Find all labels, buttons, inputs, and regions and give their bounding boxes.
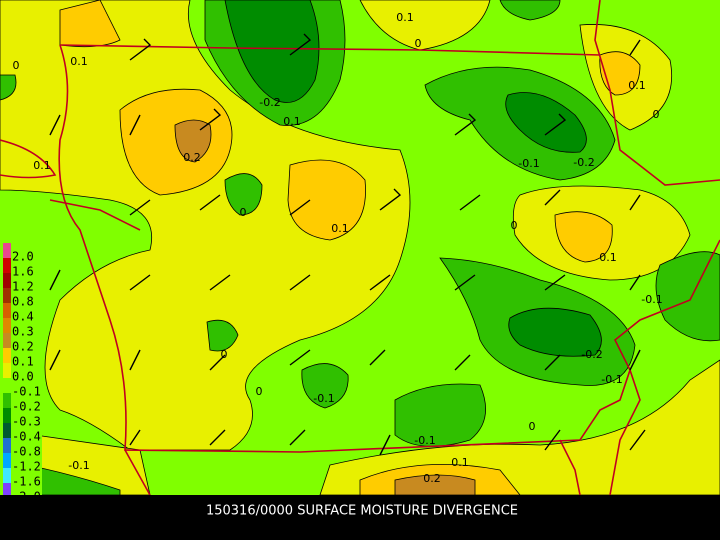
orange-regions [59,0,641,496]
legend-label: 1.6 [12,265,34,279]
legend-label: 0.2 [12,340,34,354]
legend-swatch [3,258,11,273]
contour-labels: 0.100 0.1-0.20.10.100.10.2 -0.1 -0.200.1 00.… [13,11,663,485]
legend-swatch [3,273,11,288]
contour-label: 0 [653,108,660,121]
contour-label: 0.1 [283,115,301,128]
contour-label: 0 [256,385,263,398]
legend-label: -0.3 [12,415,41,429]
legend-label: 0.4 [12,310,34,324]
legend-label: -1.2 [12,460,41,474]
contour-label: 0.1 [33,159,51,172]
contour-label: -0.2 [259,96,280,109]
legend-swatch [3,423,11,438]
legend-swatch [3,318,11,333]
legend-label: -1.6 [12,475,41,489]
legend: 2.01.61.20.80.40.30.20.10.0-0.1-0.2-0.3-… [0,243,42,504]
legend-label: 0.1 [12,355,34,369]
contour-label: 0.1 [599,251,617,264]
legend-swatch [3,438,11,453]
legend-label: 0.3 [12,325,34,339]
legend-swatch [3,483,11,498]
legend-swatch [3,468,11,483]
contour-label: 0.2 [183,151,201,164]
contour-label: 0 [511,219,518,232]
legend-swatch [3,363,11,378]
state-borders [0,0,720,496]
legend-label: 0.8 [12,295,34,309]
contour-label: 0.1 [331,222,349,235]
brown-region [394,474,476,496]
legend-label: -0.4 [12,430,41,444]
legend-label: -0.8 [12,445,41,459]
contour-label: 0.1 [396,11,414,24]
contour-label: 0.1 [451,456,469,469]
wind-barbs [49,33,646,456]
contour-label: 0.1 [70,55,88,68]
legend-label: 2.0 [12,250,34,264]
legend-swatch [3,378,11,393]
contour-label: -0.1 [601,373,622,386]
legend-swatch [3,348,11,363]
contour-label: -0.1 [313,392,334,405]
legend-label: -0.1 [12,385,41,399]
contour-label: 0.2 [423,472,441,485]
legend-swatch [3,393,11,408]
contour-label: -0.2 [573,156,594,169]
contour-label: 0 [240,206,247,219]
legend-swatch [3,288,11,303]
contour-label: -0.1 [414,434,435,447]
contour-label: 0 [529,420,536,433]
contour-label: -0.1 [68,459,89,472]
dark-green-regions [224,0,602,357]
contour-label: -0.1 [641,293,662,306]
brown-region [174,119,212,163]
title-bar [0,495,720,540]
legend-swatch [3,453,11,468]
contour-label: 0 [415,37,422,50]
legend-label: 0.0 [12,370,34,384]
legend-label: 1.2 [12,280,34,294]
legend-swatch [3,408,11,423]
contour-label: -0.2 [581,348,602,361]
legend-swatch [3,243,11,258]
legend-swatch [3,303,11,318]
contour-label: 0.1 [628,79,646,92]
contour-label: 0 [13,59,20,72]
contour-label: -0.1 [518,157,539,170]
legend-swatch [3,333,11,348]
contour-label: 0 [221,348,228,361]
legend-label: -0.2 [12,400,41,414]
title: 150316/0000 SURFACE MOISTURE DIVERGENCE [206,504,518,519]
